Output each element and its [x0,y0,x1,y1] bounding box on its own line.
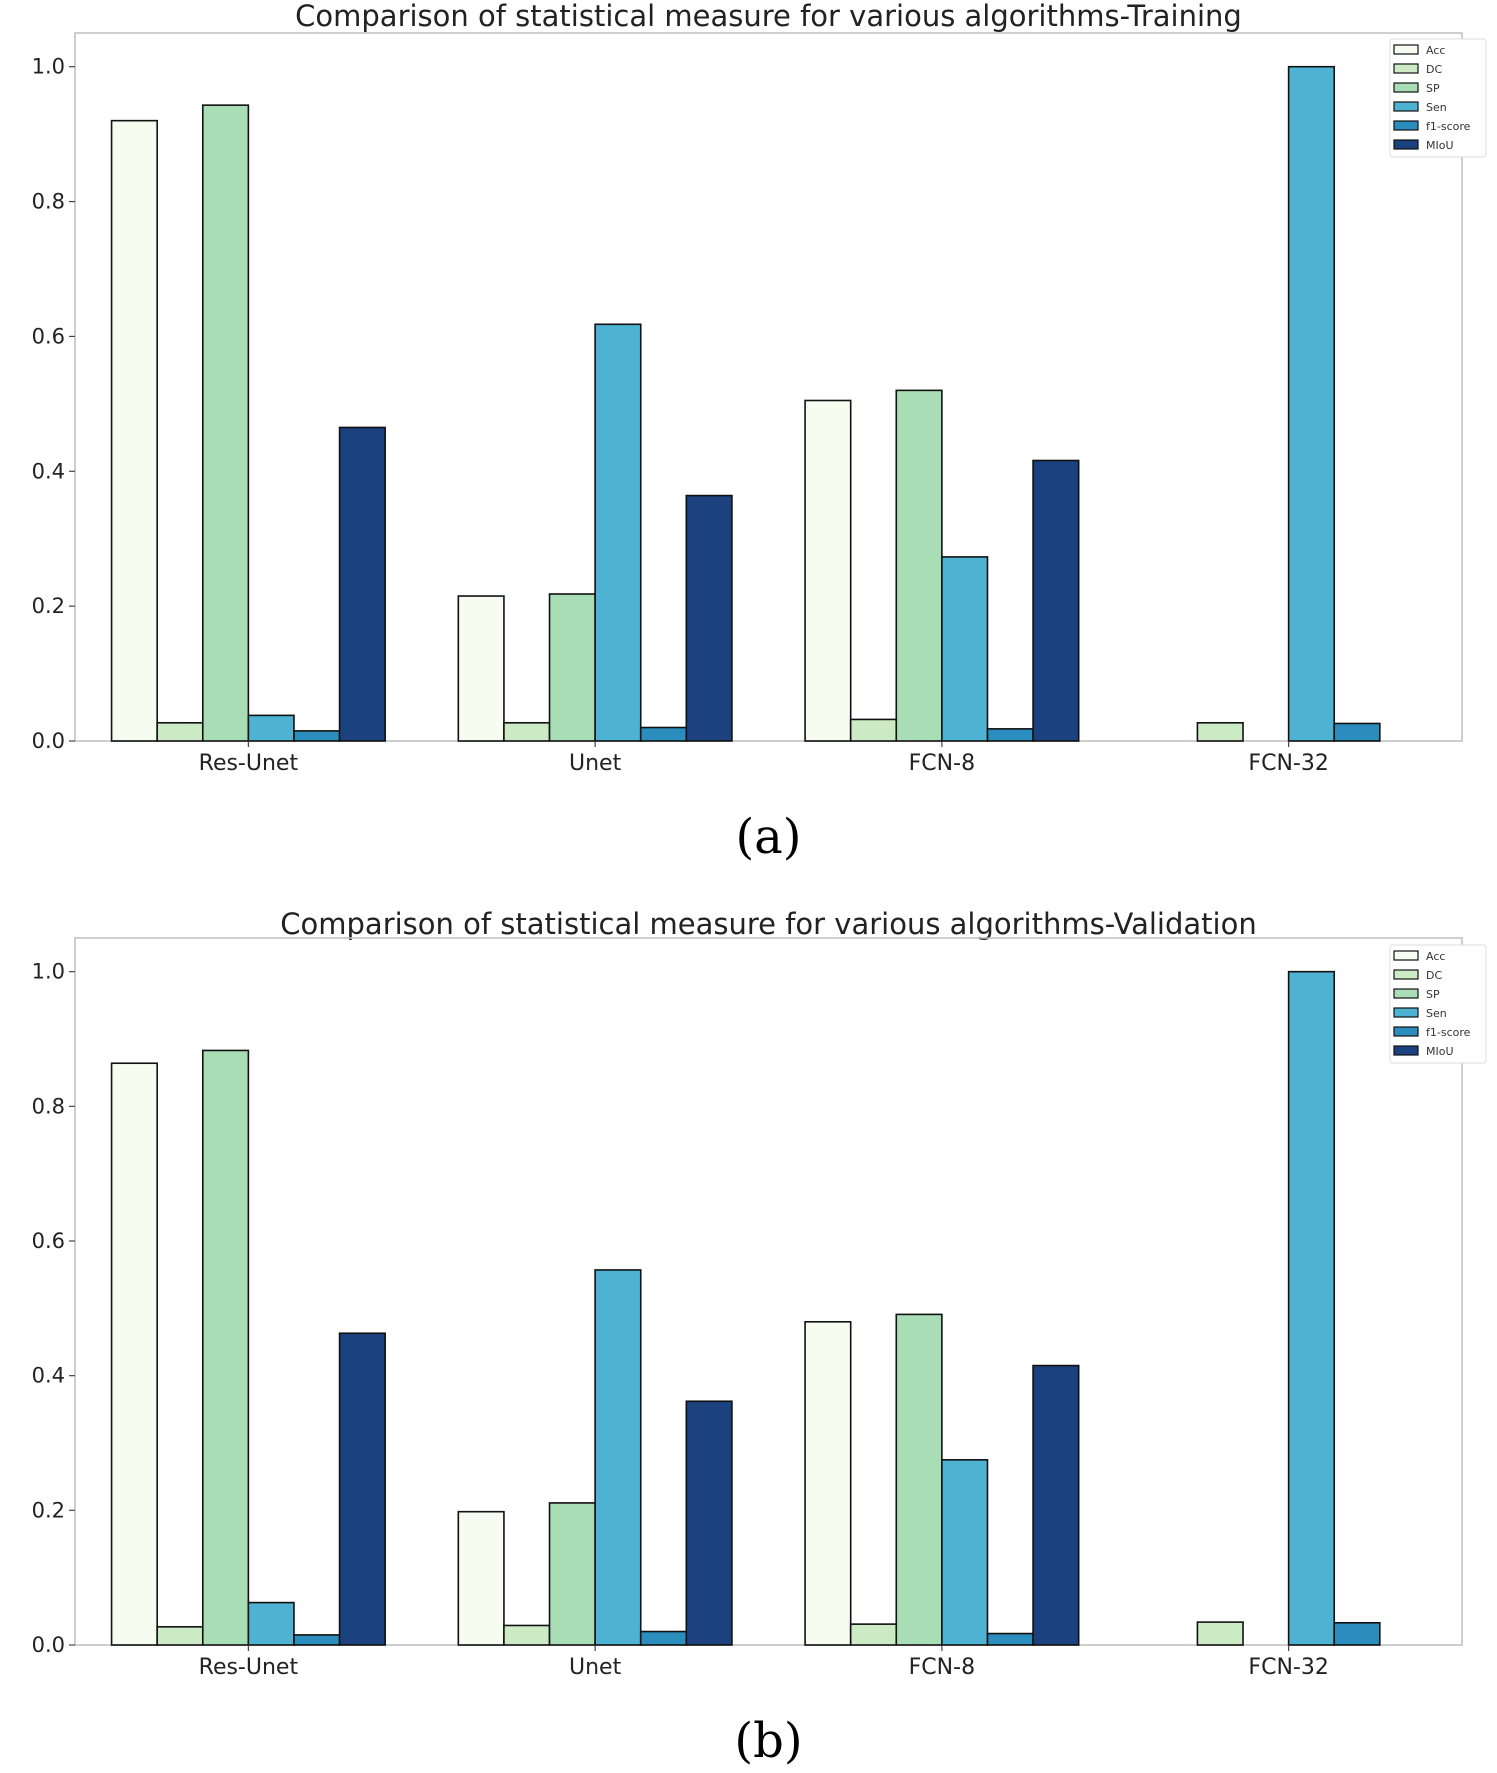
bar-acc-res-unet [110,119,158,742]
legend-swatch [1393,1045,1419,1056]
legend-swatch [1393,101,1419,112]
legend-swatch [1393,44,1419,55]
bar-sp-fcn-8 [895,1313,943,1646]
bar-dc-unet [503,721,551,742]
bar-dc-fcn-32 [1196,1621,1244,1646]
y-tick-label: 0.4 [32,1364,65,1388]
y-tick-label: 1.0 [32,55,65,79]
legend-swatch [1393,120,1419,131]
bar-f1-score-res-unet [293,1634,341,1646]
x-tick-label: FCN-8 [909,751,975,776]
x-tick-label: Unet [569,751,622,776]
bar-sp-res-unet [201,104,250,742]
chart-title: Comparison of statistical measure for va… [280,907,1256,941]
legend-label: MIoU [1426,139,1454,152]
x-tick-label: Res-Unet [199,1655,299,1680]
y-tick-label: 0.8 [32,190,65,214]
y-tick-label: 0.4 [32,459,65,483]
bar-dc-res-unet [156,721,204,742]
bar-sen-unet [594,1269,642,1646]
legend-label: MIoU [1426,1045,1454,1058]
bar-f1-score-unet [639,1630,688,1646]
bar-sp-unet [548,593,596,742]
bar-sp-unet [548,1502,596,1646]
bar-sp-fcn-8 [895,389,943,742]
bar-f1-score-fcn-32 [1333,1621,1381,1646]
bar-f1-score-fcn-8 [986,1632,1034,1646]
figure-caption: (a) [735,809,801,865]
y-tick-label: 0.0 [32,1633,65,1657]
x-tick-label: Res-Unet [199,751,299,776]
bar-sen-fcn-32 [1287,970,1336,1646]
bar-acc-res-unet [110,1062,158,1646]
legend-label: Acc [1426,950,1445,963]
bar-acc-fcn-8 [804,399,852,742]
chart-title: Comparison of statistical measure for va… [295,0,1242,33]
legend-label: SP [1426,988,1440,1001]
legend-label: Sen [1426,1007,1447,1020]
chart-0: Comparison of statistical measure for va… [32,0,1487,865]
bar-miou-res-unet [338,1332,386,1646]
bar-acc-unet [457,1510,505,1646]
legend-label: DC [1426,969,1442,982]
bar-dc-fcn-32 [1196,721,1244,742]
y-tick-label: 0.2 [32,594,65,618]
bar-dc-unet [503,1624,551,1646]
y-tick-label: 0.8 [32,1094,65,1118]
bar-f1-score-fcn-8 [986,728,1034,742]
y-tick-label: 0.6 [32,1229,65,1253]
bar-dc-fcn-8 [849,718,898,742]
y-tick-label: 0.0 [32,729,65,753]
legend-swatch [1393,950,1419,961]
legend-label: f1-score [1426,120,1471,133]
bar-acc-unet [457,595,505,742]
legend-label: Acc [1426,44,1445,57]
legend-swatch [1393,82,1419,93]
bar-f1-score-unet [639,726,688,742]
legend-swatch [1393,988,1419,999]
legend: Acc DC SP Sen f1-score MIoU [1389,944,1487,1064]
legend-label: DC [1426,63,1442,76]
bar-miou-res-unet [338,426,386,742]
bar-sen-fcn-8 [941,1459,989,1646]
chart-1: Comparison of statistical measure for va… [32,907,1487,1769]
bar-sen-res-unet [247,1601,295,1646]
bar-acc-fcn-8 [804,1321,852,1646]
legend-label: f1-score [1426,1026,1471,1039]
legend-label: Sen [1426,101,1447,114]
figure-caption: (b) [734,1713,802,1769]
bar-miou-unet [685,1400,733,1646]
bar-f1-score-fcn-32 [1333,722,1381,742]
bar-sen-unet [594,323,642,742]
legend-swatch [1393,139,1419,150]
legend-swatch [1393,969,1419,980]
bar-dc-res-unet [156,1626,204,1646]
legend-swatch [1393,1007,1419,1018]
plot-frame [74,32,1463,742]
bar-miou-fcn-8 [1032,459,1080,742]
x-tick-label: Unet [569,1655,622,1680]
legend-swatch [1393,1026,1419,1037]
x-tick-label: FCN-32 [1248,751,1328,776]
y-tick-label: 0.2 [32,1498,65,1522]
x-tick-label: FCN-32 [1248,1655,1328,1680]
bar-sp-res-unet [201,1049,250,1646]
legend-label: SP [1426,82,1440,95]
plot-frame [74,937,1463,1646]
bar-sen-res-unet [247,714,295,742]
legend-swatch [1393,63,1419,74]
bar-miou-unet [685,494,733,742]
x-tick-label: FCN-8 [909,1655,975,1680]
bar-miou-fcn-8 [1032,1364,1080,1646]
bar-f1-score-res-unet [293,730,341,742]
bar-sen-fcn-32 [1287,65,1336,742]
y-tick-label: 1.0 [32,960,65,984]
y-tick-label: 0.6 [32,324,65,348]
bar-dc-fcn-8 [849,1623,898,1646]
bar-sen-fcn-8 [941,556,989,742]
legend: Acc DC SP Sen f1-score MIoU [1389,38,1487,158]
